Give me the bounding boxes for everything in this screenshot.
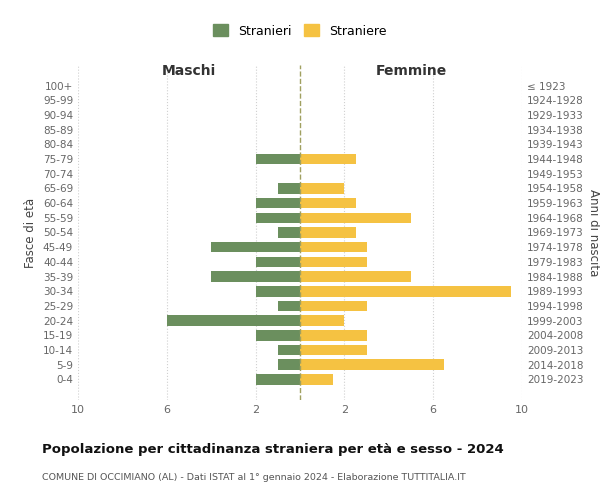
Bar xyxy=(300,360,444,370)
Text: Femmine: Femmine xyxy=(376,64,446,78)
Bar xyxy=(300,227,355,238)
Bar xyxy=(278,183,300,194)
Bar xyxy=(300,198,355,208)
Y-axis label: Anni di nascita: Anni di nascita xyxy=(587,189,600,276)
Bar xyxy=(167,316,300,326)
Bar xyxy=(256,286,300,296)
Bar xyxy=(256,212,300,223)
Bar xyxy=(256,198,300,208)
Bar xyxy=(300,242,367,252)
Bar xyxy=(300,345,367,356)
Text: Popolazione per cittadinanza straniera per età e sesso - 2024: Popolazione per cittadinanza straniera p… xyxy=(42,442,504,456)
Bar xyxy=(300,374,334,385)
Text: COMUNE DI OCCIMIANO (AL) - Dati ISTAT al 1° gennaio 2024 - Elaborazione TUTTITAL: COMUNE DI OCCIMIANO (AL) - Dati ISTAT al… xyxy=(42,472,466,482)
Bar xyxy=(256,330,300,340)
Bar xyxy=(278,360,300,370)
Bar xyxy=(300,256,367,267)
Bar xyxy=(300,183,344,194)
Bar xyxy=(256,256,300,267)
Bar xyxy=(300,316,344,326)
Bar xyxy=(256,374,300,385)
Bar xyxy=(300,330,367,340)
Bar xyxy=(211,272,300,282)
Bar xyxy=(300,286,511,296)
Bar xyxy=(300,300,367,312)
Legend: Stranieri, Straniere: Stranieri, Straniere xyxy=(213,24,387,38)
Bar xyxy=(278,300,300,312)
Bar xyxy=(256,154,300,164)
Text: Maschi: Maschi xyxy=(162,64,216,78)
Y-axis label: Fasce di età: Fasce di età xyxy=(25,198,37,268)
Bar xyxy=(211,242,300,252)
Bar xyxy=(278,227,300,238)
Bar xyxy=(300,272,411,282)
Bar xyxy=(300,212,411,223)
Bar xyxy=(300,154,355,164)
Bar xyxy=(278,345,300,356)
